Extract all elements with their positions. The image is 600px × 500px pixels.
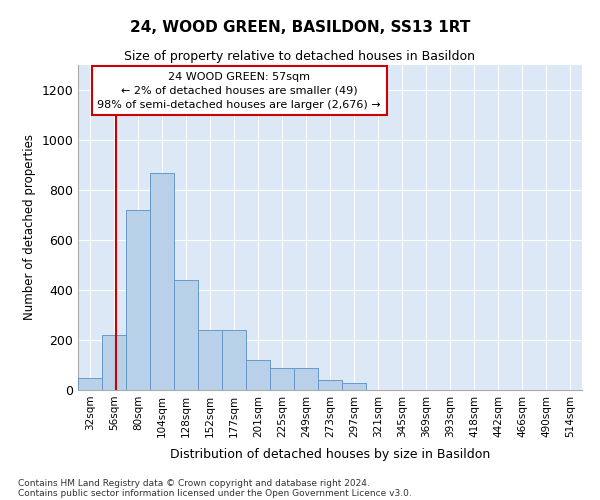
Y-axis label: Number of detached properties: Number of detached properties: [23, 134, 36, 320]
Bar: [222, 330, 246, 390]
Text: Contains public sector information licensed under the Open Government Licence v3: Contains public sector information licen…: [18, 488, 412, 498]
Bar: [102, 335, 126, 390]
Bar: [270, 368, 294, 390]
Bar: [198, 330, 222, 390]
Bar: [150, 172, 174, 390]
Bar: [174, 280, 198, 390]
Bar: [126, 210, 150, 390]
Bar: [294, 368, 318, 390]
Text: Size of property relative to detached houses in Basildon: Size of property relative to detached ho…: [125, 50, 476, 63]
Bar: [78, 378, 102, 390]
Text: Contains HM Land Registry data © Crown copyright and database right 2024.: Contains HM Land Registry data © Crown c…: [18, 478, 370, 488]
Bar: [342, 382, 366, 390]
Text: 24 WOOD GREEN: 57sqm
← 2% of detached houses are smaller (49)
98% of semi-detach: 24 WOOD GREEN: 57sqm ← 2% of detached ho…: [97, 72, 381, 110]
Text: 24, WOOD GREEN, BASILDON, SS13 1RT: 24, WOOD GREEN, BASILDON, SS13 1RT: [130, 20, 470, 35]
Bar: [246, 360, 270, 390]
X-axis label: Distribution of detached houses by size in Basildon: Distribution of detached houses by size …: [170, 448, 490, 461]
Bar: [318, 380, 342, 390]
